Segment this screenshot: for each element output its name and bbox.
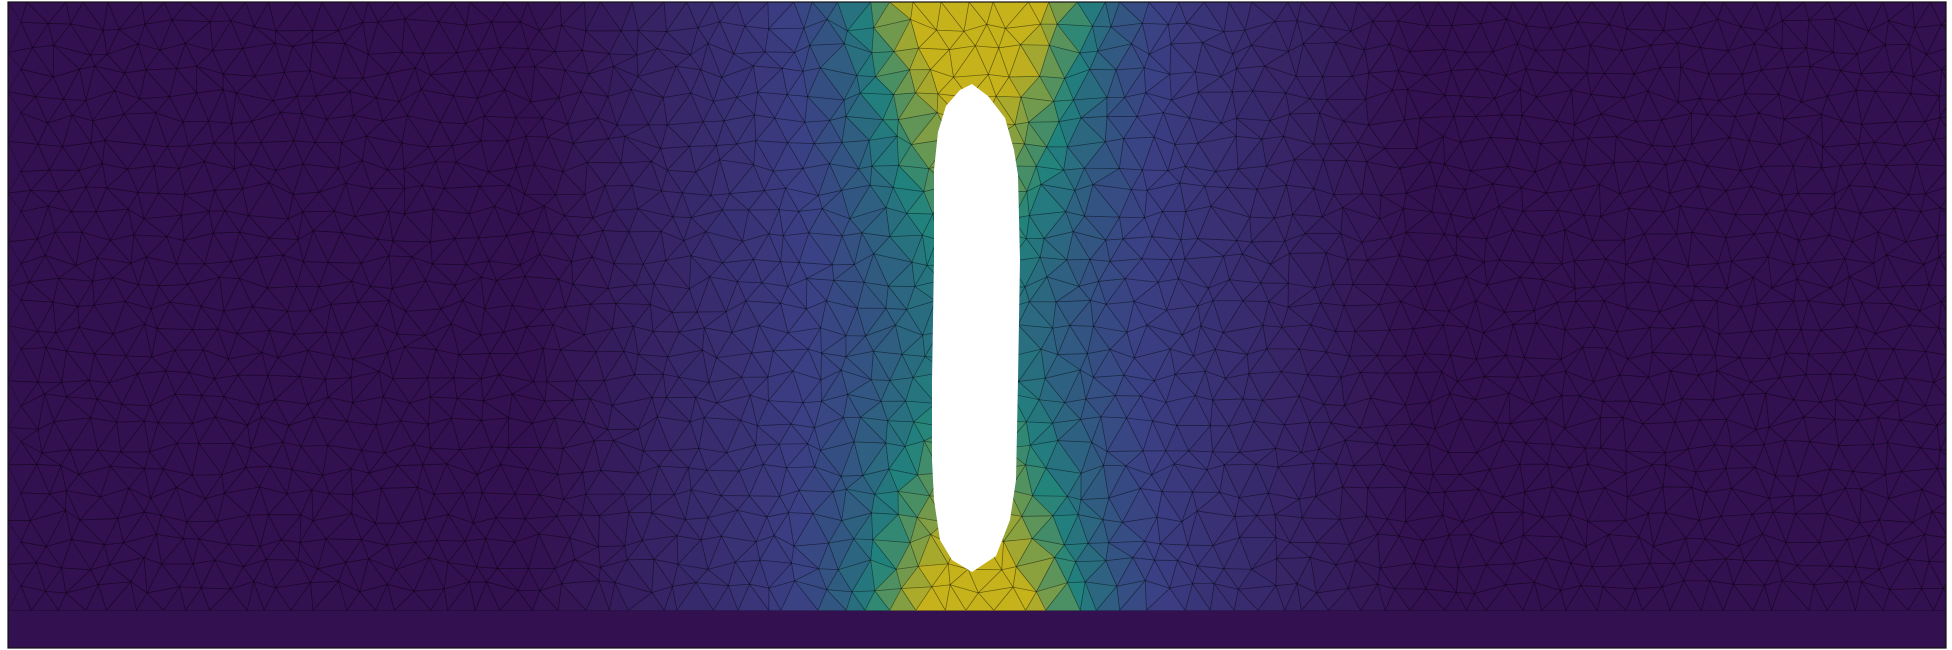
mesh-element bbox=[1941, 64, 1946, 70]
mesh-element bbox=[1948, 333, 1952, 358]
mesh-element bbox=[1948, 355, 1952, 371]
plate bbox=[7, 1, 1952, 649]
mesh-element bbox=[1940, 18, 1946, 26]
stress-field bbox=[8, 2, 1952, 612]
mesh-element bbox=[1930, 2, 1946, 26]
